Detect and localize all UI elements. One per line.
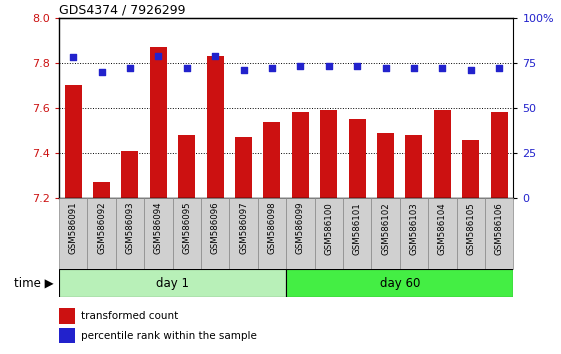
- Bar: [59, 198, 88, 269]
- Bar: [88, 198, 116, 269]
- Text: GSM586092: GSM586092: [97, 202, 106, 255]
- Bar: [485, 198, 513, 269]
- Bar: [371, 198, 400, 269]
- Point: [97, 69, 106, 75]
- Text: GSM586106: GSM586106: [495, 202, 504, 255]
- Bar: [173, 198, 201, 269]
- Text: GSM586099: GSM586099: [296, 202, 305, 254]
- Text: GSM586103: GSM586103: [410, 202, 419, 255]
- Bar: [434, 110, 451, 198]
- Text: GSM586101: GSM586101: [353, 202, 362, 255]
- Text: GSM586095: GSM586095: [182, 202, 191, 255]
- Bar: [406, 135, 422, 198]
- Bar: [292, 113, 309, 198]
- Point: [210, 53, 219, 58]
- Text: GSM586104: GSM586104: [438, 202, 447, 255]
- Point: [324, 64, 333, 69]
- Point: [126, 65, 135, 71]
- Text: GSM586105: GSM586105: [466, 202, 475, 255]
- Text: transformed count: transformed count: [81, 311, 178, 321]
- Text: GSM586102: GSM586102: [381, 202, 390, 255]
- Bar: [428, 198, 457, 269]
- Bar: [462, 139, 479, 198]
- Bar: [457, 198, 485, 269]
- Point: [239, 67, 248, 73]
- Point: [68, 55, 77, 60]
- Text: GSM586091: GSM586091: [68, 202, 77, 255]
- Bar: [235, 137, 252, 198]
- Bar: [229, 198, 257, 269]
- Bar: [348, 119, 366, 198]
- Bar: [121, 151, 139, 198]
- Bar: [59, 269, 286, 297]
- Bar: [315, 198, 343, 269]
- Text: GSM586094: GSM586094: [154, 202, 163, 255]
- Bar: [320, 110, 337, 198]
- Bar: [377, 133, 394, 198]
- Text: GSM586097: GSM586097: [239, 202, 248, 255]
- Point: [381, 65, 390, 71]
- Point: [154, 53, 163, 58]
- Bar: [257, 198, 286, 269]
- Text: percentile rank within the sample: percentile rank within the sample: [81, 331, 256, 341]
- Point: [466, 67, 475, 73]
- Text: day 60: day 60: [380, 277, 420, 290]
- Text: GSM586096: GSM586096: [210, 202, 219, 255]
- Bar: [286, 269, 513, 297]
- Bar: [286, 198, 315, 269]
- Bar: [144, 198, 173, 269]
- Point: [410, 65, 419, 71]
- Text: GDS4374 / 7926299: GDS4374 / 7926299: [59, 4, 185, 17]
- Bar: [116, 198, 144, 269]
- Bar: [400, 198, 428, 269]
- Text: GSM586098: GSM586098: [268, 202, 277, 255]
- Text: GSM586100: GSM586100: [324, 202, 333, 255]
- Bar: [150, 47, 167, 198]
- Bar: [178, 135, 195, 198]
- Bar: [343, 198, 371, 269]
- Bar: [201, 198, 229, 269]
- Text: day 1: day 1: [156, 277, 189, 290]
- Point: [353, 64, 362, 69]
- Bar: [206, 56, 224, 198]
- Bar: [490, 113, 508, 198]
- Point: [296, 64, 305, 69]
- Point: [495, 65, 504, 71]
- Point: [438, 65, 447, 71]
- Point: [182, 65, 191, 71]
- Text: GSM586093: GSM586093: [126, 202, 135, 255]
- Bar: [264, 121, 280, 198]
- Point: [268, 65, 277, 71]
- Bar: [93, 182, 110, 198]
- Bar: [65, 85, 81, 198]
- Text: time ▶: time ▶: [13, 277, 53, 290]
